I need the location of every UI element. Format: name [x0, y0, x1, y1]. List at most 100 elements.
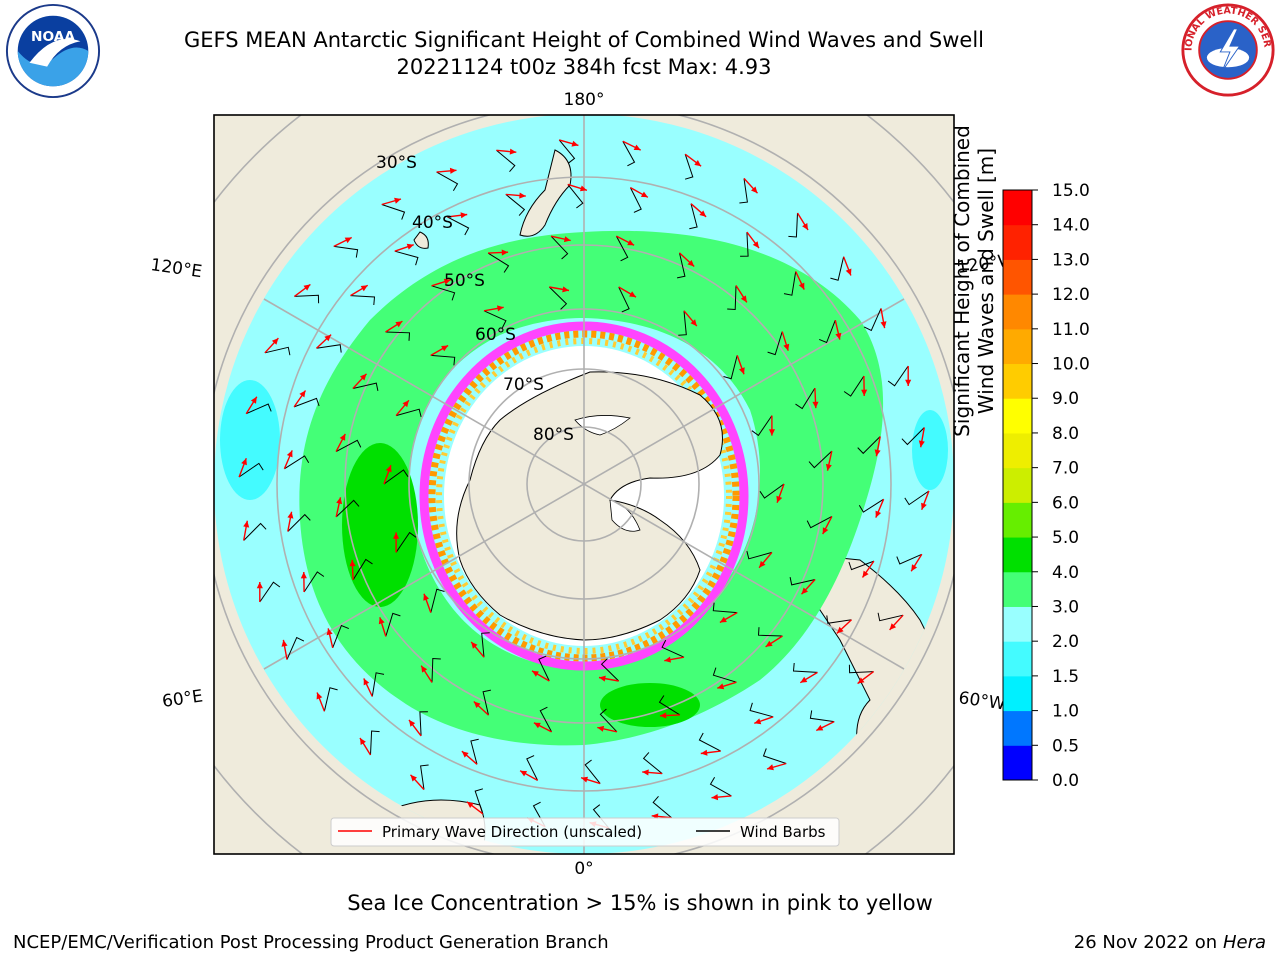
wave-arrow-head: [861, 389, 868, 396]
wind-barb: [858, 498, 884, 513]
wind-barb: [877, 612, 904, 622]
wind-barb: [558, 139, 576, 164]
colorbar: [1002, 189, 1033, 781]
colorbar-segment: [1003, 467, 1032, 503]
colorbar-segment: [1003, 190, 1032, 226]
wind-barb: [395, 408, 422, 418]
wind-barb: [749, 702, 774, 718]
wind-barb: [792, 662, 818, 673]
wave-arrow-head: [889, 623, 897, 630]
wave-arrow-head: [336, 497, 343, 505]
colorbar-segment: [1003, 432, 1032, 469]
wind-barb: [539, 706, 553, 733]
colorbar-segment: [1003, 537, 1032, 573]
colorbar-segment: [1003, 224, 1032, 260]
wind-barb: [757, 627, 783, 637]
colorbar-segment: [1003, 571, 1032, 607]
wind-barb: [381, 204, 406, 220]
wind-barb: [709, 777, 732, 797]
wind-barb: [661, 639, 685, 658]
wave-arrow-head: [599, 675, 606, 682]
wind-barb: [238, 462, 264, 478]
wind-barb: [350, 295, 376, 306]
wave-arrow-head: [423, 593, 429, 601]
wave-arrow-head: [911, 564, 918, 572]
legend-barb-label: Wind Barbs: [740, 823, 826, 841]
wave-arrow-head: [740, 295, 747, 303]
wind-barb: [430, 588, 445, 613]
noaa-logo-text: NOAA: [31, 29, 75, 45]
wave-arrow-head: [700, 749, 708, 756]
wind-barb: [896, 553, 923, 565]
lon-label-bottom: 0°: [574, 859, 593, 879]
wave-arrow-head: [324, 334, 332, 342]
wind-barb: [483, 310, 507, 329]
wind-barb: [370, 730, 380, 756]
footer-date-text: 26 Nov 2022 on: [1073, 932, 1218, 953]
wave-arrow-head: [520, 770, 528, 777]
wave-arrow-head: [768, 429, 775, 436]
sea-ice-note: Sea Ice Concentration > 15% is shown in …: [347, 891, 933, 915]
colorbar-tick-label: 0.0: [1052, 771, 1079, 791]
wave-arrow-head: [385, 465, 392, 473]
wave-arrows-layer: [238, 139, 930, 829]
wind-barb: [901, 427, 925, 446]
ross-ice-shelf: [574, 415, 631, 436]
wind-barb: [394, 250, 419, 266]
wave-arrow-head: [875, 510, 882, 518]
wave-arrow-head: [801, 587, 808, 595]
wind-barb: [487, 252, 510, 273]
wave-arrow-head: [822, 527, 829, 535]
wave-arrow-head: [812, 401, 819, 409]
wave-arrow-head: [497, 305, 504, 312]
map-frame: [213, 114, 955, 855]
colorbar-segment: [1003, 259, 1032, 295]
wave-arrow-head: [580, 185, 587, 192]
wave-arrow-head: [664, 656, 671, 663]
colorbar-segment: [1003, 745, 1032, 781]
colorbar-tick-label: 10.0: [1052, 355, 1090, 375]
wave-arrow-head: [378, 617, 385, 625]
wave-arrow-head: [754, 718, 762, 725]
wind-barb: [332, 624, 349, 648]
wind-barb: [904, 490, 930, 506]
wave-arrow-head: [441, 345, 449, 352]
lat-label-30s: 30°S: [376, 153, 417, 173]
wave-arrow-head: [395, 321, 403, 328]
wave-arrow-head: [349, 559, 356, 567]
wave-arrow-head: [629, 291, 636, 298]
wave-arrow-head: [836, 626, 844, 634]
wave-arrow-head: [533, 722, 541, 729]
wind-barb: [496, 149, 516, 173]
wind-barb: [550, 235, 569, 260]
wind-barb: [333, 245, 359, 258]
wave-arrow-head: [360, 373, 367, 381]
wave-arrow-head: [241, 458, 247, 466]
wind-barb: [767, 331, 783, 356]
wind-barb: [759, 483, 785, 499]
wind-barb: [245, 403, 272, 415]
wave-arrow-head: [717, 683, 725, 690]
wind-barb: [808, 450, 833, 469]
lon-label-right-lower: 60°W: [957, 688, 1006, 714]
wave-arrow-head: [303, 284, 311, 291]
wind-barb: [678, 310, 687, 336]
wave-arrow-head: [918, 440, 925, 448]
wind-barb: [419, 711, 428, 736]
wind-barb: [385, 612, 401, 637]
colorbar-tick-label: 8.0: [1052, 424, 1079, 444]
wind-barb: [848, 560, 875, 571]
wave-arrow-head: [460, 212, 468, 219]
wind-barb: [788, 212, 798, 238]
wave-arrow-head: [627, 239, 635, 246]
wind-barb: [783, 271, 797, 296]
wave-arrow-head: [300, 572, 307, 579]
wave-arrow-head: [783, 343, 790, 351]
wind-barb: [567, 184, 584, 209]
wind-barb: [431, 285, 456, 301]
wave-low-area-west: [220, 380, 280, 500]
wind-barb: [712, 602, 738, 614]
wind-barb: [712, 667, 737, 683]
wind-barb: [826, 615, 852, 624]
colorbar-tick-label: 1.5: [1052, 667, 1079, 687]
